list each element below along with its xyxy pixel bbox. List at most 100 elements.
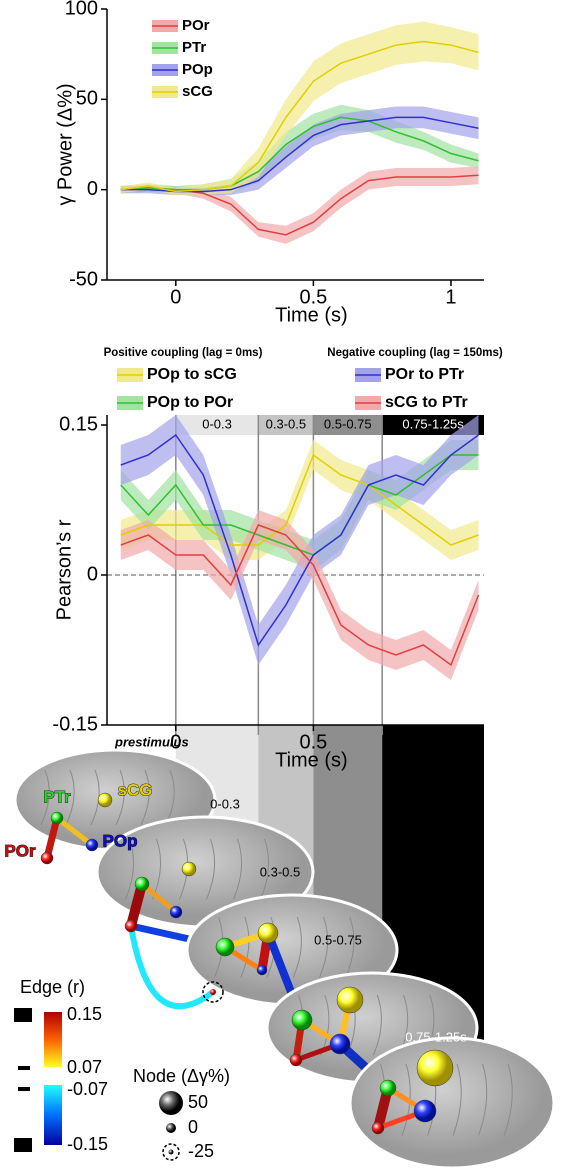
node: [124, 919, 138, 933]
legend-label: POp to sCG: [147, 366, 237, 383]
error-band: [120, 21, 479, 196]
y-tick-label: -50: [69, 268, 98, 290]
series-line: [120, 433, 479, 647]
edge: [55, 816, 94, 847]
node-icon: [159, 1091, 183, 1115]
brain: [348, 1036, 556, 1170]
node: [289, 1053, 303, 1067]
node-icon: [168, 1149, 174, 1155]
series-line: [120, 453, 479, 546]
region-label: POr: [4, 841, 36, 860]
brain-sulcus: [345, 916, 355, 978]
series-line: [120, 116, 479, 191]
window-label: 0-0.3: [210, 796, 240, 811]
node: [85, 838, 99, 852]
node-icon: [162, 1143, 180, 1161]
window-header: [313, 415, 383, 435]
node: [210, 989, 216, 995]
brain-sulcus: [503, 1063, 513, 1136]
window-label: 0.75-1.25s: [405, 1029, 467, 1044]
window-header: [175, 415, 259, 435]
legend-title: Edge (r): [20, 977, 85, 997]
window-label: 0.3-0.5: [266, 416, 306, 431]
legend-label: PTr: [182, 39, 206, 56]
region-label: PTr: [43, 787, 71, 806]
y-tick-label: 0.15: [59, 413, 98, 435]
node: [416, 1049, 454, 1087]
node: [371, 1121, 385, 1135]
brain-sulcus: [205, 838, 216, 900]
node-legend-label: -25: [188, 1141, 214, 1161]
colorbar-label: -0.15: [67, 1134, 108, 1154]
x-axis-label: Time (s): [275, 749, 348, 771]
legend-group-title: Negative coupling (lag = 150ms): [327, 347, 503, 359]
edge-width-icon: [18, 1066, 30, 1070]
brain-sulcus: [115, 769, 125, 826]
node: [379, 1079, 397, 1097]
edge-arc: [128, 925, 215, 1010]
y-tick-label: 50: [76, 88, 98, 110]
region-label: sCG: [118, 780, 153, 799]
x-tick-label: 0.5: [299, 286, 327, 308]
node: [215, 937, 235, 957]
y-axis-label: γ Power (Δ%): [54, 83, 76, 205]
edge-width-icon: [18, 1087, 30, 1091]
series-line: [120, 524, 480, 667]
brain-sulcus: [319, 916, 329, 978]
node: [50, 811, 64, 825]
y-tick-label: 100: [65, 0, 98, 19]
error-band: [120, 440, 479, 570]
annotation: prestimulus: [114, 734, 189, 749]
colorbar: [44, 1085, 62, 1145]
brain-sulcus: [240, 916, 250, 978]
y-axis-label: Pearson’s r: [53, 519, 75, 620]
node: [336, 986, 364, 1014]
brain-sulcus: [140, 769, 150, 826]
brain-sulcus: [259, 838, 270, 900]
node-icon: [166, 1123, 176, 1133]
legend-label: sCG: [182, 83, 213, 100]
brain-sulcus: [124, 838, 135, 900]
node-legend-label: 0: [188, 1117, 198, 1137]
edge: [43, 817, 61, 859]
node: [329, 1033, 351, 1055]
error-band: [120, 166, 479, 244]
legend-label: POp: [182, 61, 213, 78]
brain-sulcus: [65, 769, 75, 826]
node: [413, 1099, 437, 1123]
node: [97, 792, 113, 808]
legend-label: sCG to PTr: [385, 394, 468, 411]
node: [257, 922, 279, 944]
legend-label: POp to POr: [147, 394, 233, 411]
window-header: [258, 415, 314, 435]
legend-label: POr: [182, 17, 210, 34]
node: [291, 1009, 313, 1031]
node: [256, 964, 268, 976]
brain-sulcus: [478, 1063, 488, 1136]
brain-sulcus: [452, 1063, 462, 1136]
window-label: 0.3-0.5: [260, 864, 300, 879]
error-band: [120, 510, 479, 680]
brain-sulcus: [401, 1063, 411, 1136]
colorbar-label: 0.15: [67, 1004, 102, 1024]
brain-sulcus: [40, 769, 50, 826]
window-label: 0-0.3: [202, 416, 232, 431]
x-tick-label: 0: [170, 731, 181, 753]
edge: [140, 882, 178, 914]
y-tick-label: 0: [87, 563, 98, 585]
x-tick-label: 1: [445, 731, 456, 753]
edge-width-icon: [14, 1008, 32, 1022]
x-axis-label: Time (s): [275, 304, 348, 326]
series-line: [120, 40, 479, 193]
x-tick-label: 0: [170, 286, 181, 308]
y-tick-label: 0: [87, 178, 98, 200]
colorbar-label: 0.07: [67, 1057, 102, 1077]
node: [40, 851, 54, 865]
edge-width-icon: [14, 1138, 32, 1152]
window-label: 0.75-1.25s: [402, 416, 464, 431]
region-label: POp: [103, 831, 138, 850]
colorbar-label: -0.07: [67, 1079, 108, 1099]
node-legend-label: 50: [188, 1092, 208, 1112]
